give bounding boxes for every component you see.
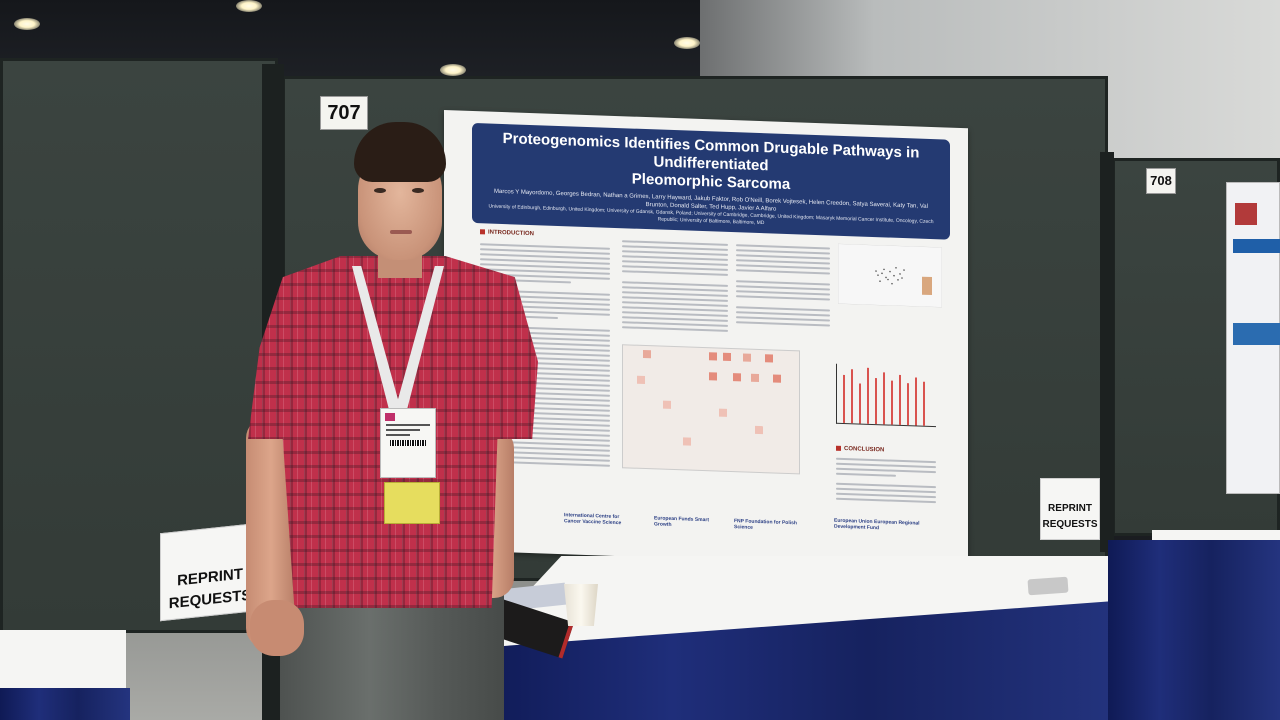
neighbor-poster-section <box>1233 323 1280 345</box>
eye <box>412 188 424 193</box>
small-object <box>1027 576 1069 596</box>
table-skirt-right <box>1108 540 1280 720</box>
logo-european-funds: European Funds Smart Growth <box>654 515 710 528</box>
booth-number-707: 707 <box>320 96 368 130</box>
badge-barcode <box>390 440 426 446</box>
reprint-sign-line2: REQUESTS <box>1042 519 1098 530</box>
neighbor-poster <box>1226 182 1280 494</box>
presenter-person <box>240 118 540 720</box>
jeans <box>280 594 504 720</box>
research-poster: Proteogenomics Identifies Common Drugabl… <box>444 110 968 569</box>
poster-text-column-3 <box>736 244 830 329</box>
logo-european-union: European Union European Regional Develop… <box>834 517 920 532</box>
hair <box>354 122 446 182</box>
poster-text-column-4 <box>836 457 936 506</box>
reprint-requests-sign-right: REPRINT REQUESTS <box>1040 478 1100 540</box>
panel-post <box>1100 152 1114 552</box>
mouth <box>390 230 412 234</box>
table-skirt-left <box>0 688 130 720</box>
ceiling-light <box>440 64 466 76</box>
booth-number-708: 708 <box>1146 168 1176 194</box>
poster-text-column-2 <box>622 240 728 335</box>
poster-heatmap-figure <box>622 344 800 475</box>
eye <box>374 188 386 193</box>
ceiling-light <box>14 18 40 30</box>
left-hand <box>250 600 304 656</box>
reprint-sign-line1: REPRINT <box>1048 503 1092 514</box>
table-top-left <box>0 630 126 690</box>
neighbor-poster-header <box>1233 239 1280 253</box>
logo-iccvs: International Centre for Cancer Vaccine … <box>564 512 622 527</box>
name-badge <box>380 408 436 478</box>
poster-section-conclusion: CONCLUSION <box>836 446 884 453</box>
logo-fnp: FNP Foundation for Polish Science <box>734 518 797 531</box>
poster-logo-row: International Centre for Cancer Vaccine … <box>554 506 954 550</box>
ceiling-light <box>236 0 262 12</box>
poster-bar-figure <box>836 363 936 428</box>
ceiling-light <box>674 37 700 49</box>
poster-title-bar: Proteogenomics Identifies Common Drugabl… <box>472 122 950 240</box>
neighbor-poster-logo <box>1235 203 1257 225</box>
badge-logo <box>385 413 395 421</box>
badge-ticket <box>384 482 440 524</box>
poster-scatter-figure <box>838 243 942 308</box>
paper-cup <box>564 584 598 626</box>
